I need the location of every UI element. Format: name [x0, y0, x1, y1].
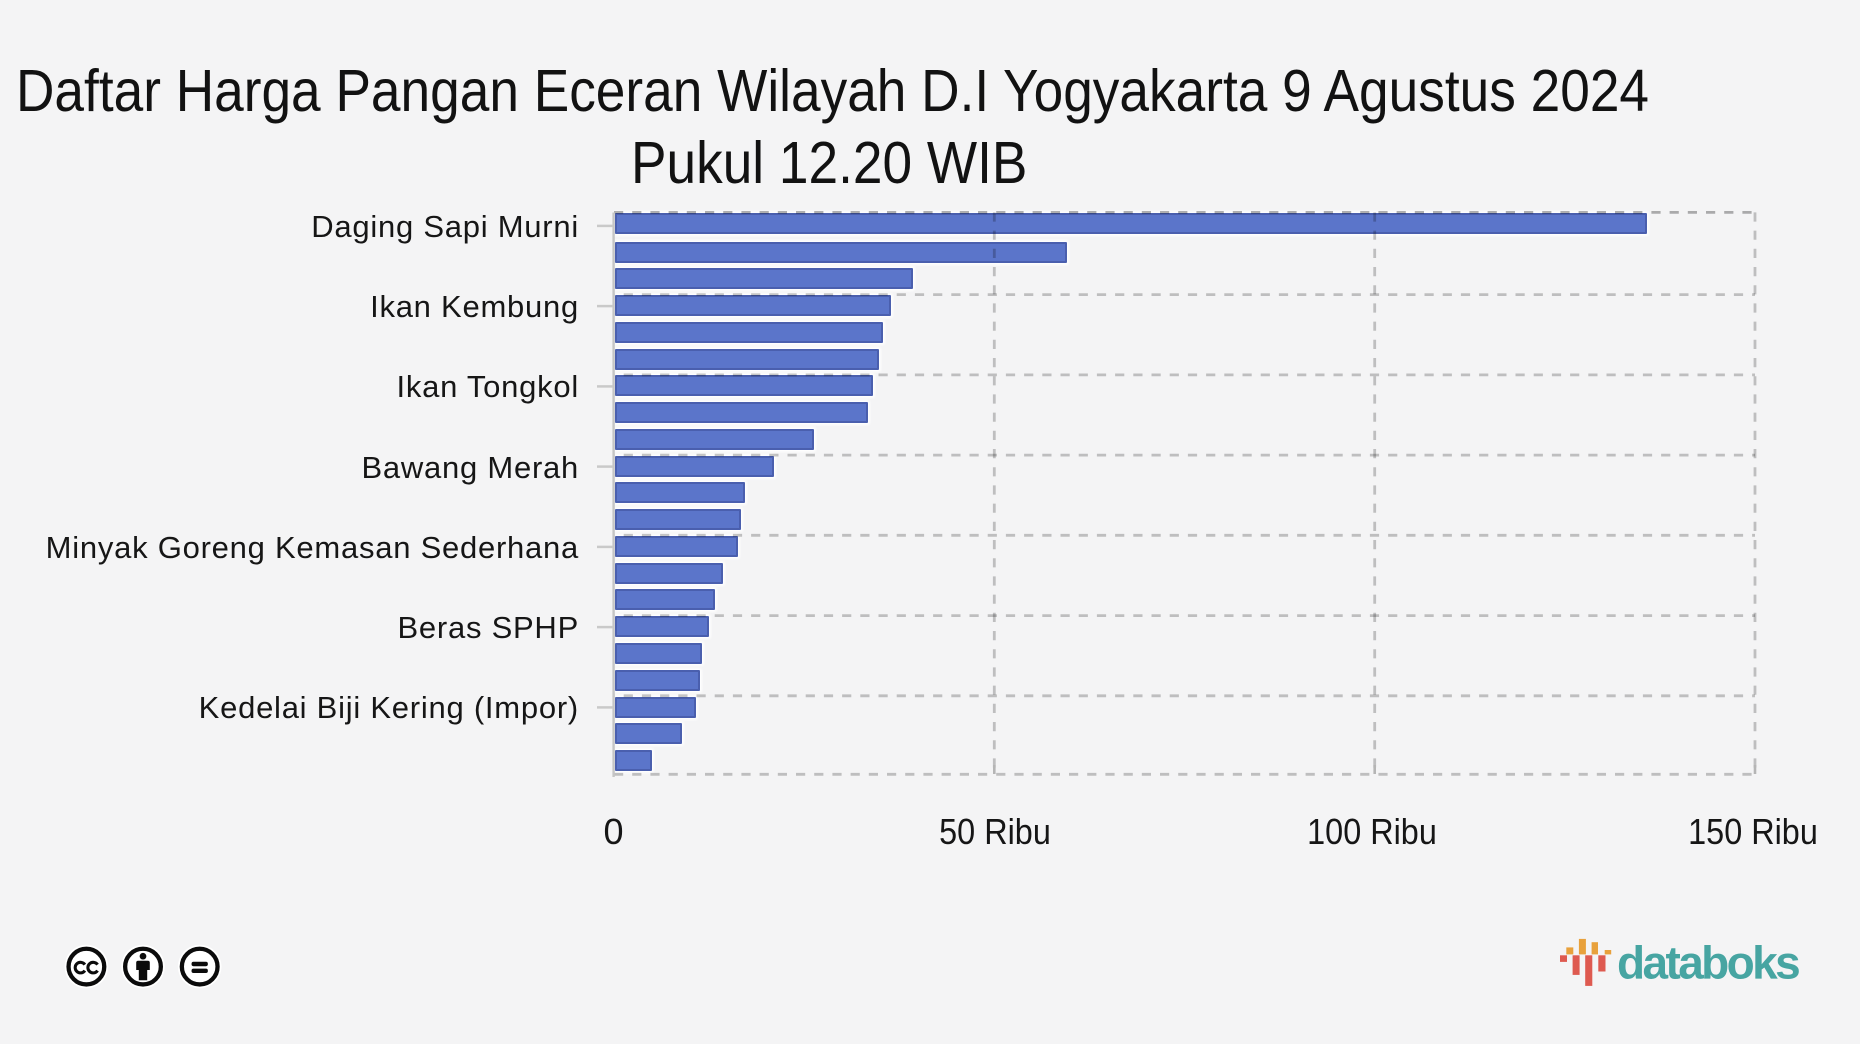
svg-text:databoks: databoks	[1617, 937, 1799, 989]
